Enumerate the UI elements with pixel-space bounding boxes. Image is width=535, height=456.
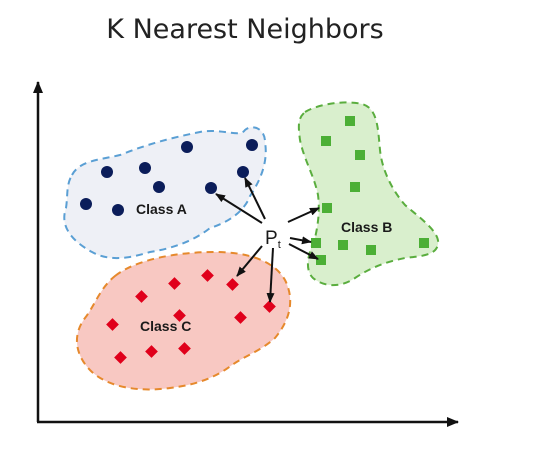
data-point bbox=[178, 342, 191, 355]
data-point bbox=[80, 198, 92, 210]
class-b-label: Class B bbox=[341, 219, 392, 235]
data-point bbox=[322, 203, 332, 213]
data-point bbox=[366, 245, 376, 255]
class-c-label: Class C bbox=[140, 318, 191, 334]
data-point bbox=[135, 290, 148, 303]
data-point bbox=[168, 277, 181, 290]
class-a-points bbox=[80, 139, 258, 216]
data-point bbox=[419, 238, 429, 248]
data-point bbox=[355, 150, 365, 160]
data-point bbox=[173, 309, 186, 322]
data-point bbox=[139, 162, 151, 174]
data-point bbox=[311, 238, 321, 248]
data-point bbox=[205, 182, 217, 194]
query-point-subscript: t bbox=[278, 239, 281, 251]
neighbor-arrow bbox=[287, 207, 320, 223]
data-point bbox=[226, 278, 239, 291]
data-point bbox=[237, 166, 249, 178]
diagram-title: K Nearest Neighbors bbox=[106, 14, 384, 45]
data-point bbox=[114, 351, 127, 364]
query-point-letter: P bbox=[265, 228, 278, 249]
query-point-label: Pt bbox=[265, 228, 281, 251]
neighbor-arrow bbox=[266, 247, 275, 303]
data-point bbox=[234, 311, 247, 324]
data-point bbox=[316, 255, 326, 265]
data-point bbox=[101, 166, 113, 178]
neighbor-arrow bbox=[215, 193, 263, 224]
neighbor-arrows bbox=[215, 177, 320, 303]
data-point bbox=[181, 141, 193, 153]
neighbor-arrow bbox=[289, 236, 312, 245]
data-point bbox=[321, 136, 331, 146]
neighbor-arrow bbox=[244, 177, 266, 220]
class-b-region bbox=[297, 101, 440, 287]
class-c-points bbox=[106, 269, 276, 364]
data-point bbox=[345, 116, 355, 126]
data-point bbox=[145, 345, 158, 358]
data-point bbox=[338, 240, 348, 250]
data-point bbox=[246, 139, 258, 151]
data-point bbox=[106, 318, 119, 331]
data-point bbox=[153, 181, 165, 193]
data-point bbox=[350, 182, 360, 192]
data-point bbox=[201, 269, 214, 282]
neighbor-arrow bbox=[288, 243, 319, 260]
data-point bbox=[112, 204, 124, 216]
class-b-points bbox=[311, 116, 429, 265]
class-a-region bbox=[63, 126, 267, 259]
class-a-label: Class A bbox=[136, 201, 187, 217]
data-point bbox=[263, 300, 276, 313]
neighbor-arrow bbox=[236, 245, 263, 277]
